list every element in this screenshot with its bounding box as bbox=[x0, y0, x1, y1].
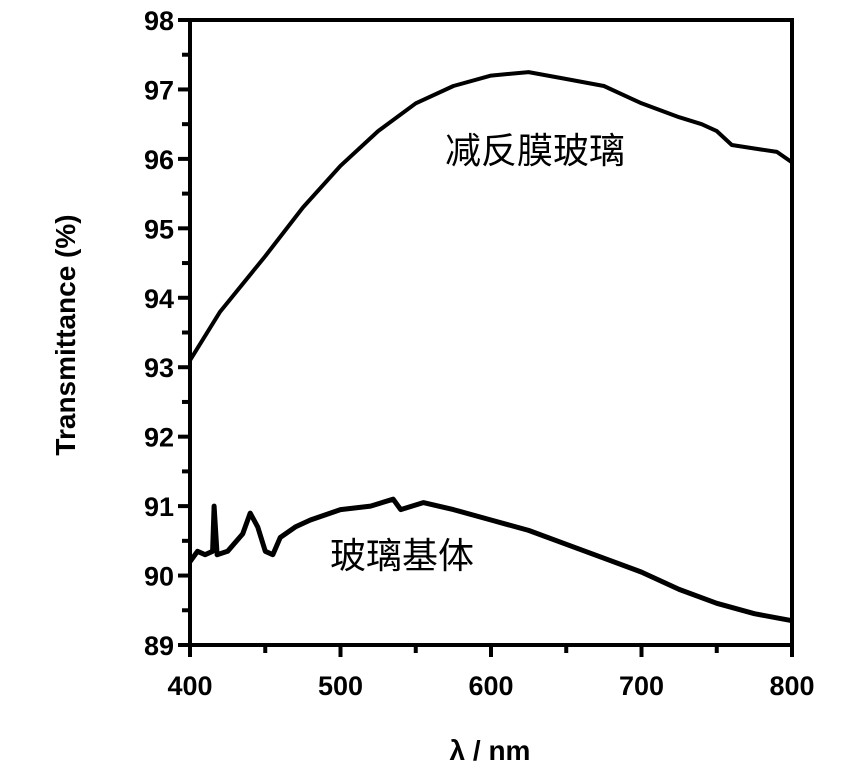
axes bbox=[188, 18, 794, 647]
y-tick-label: 92 bbox=[144, 423, 174, 453]
x-tick-label: 500 bbox=[318, 671, 363, 701]
y-tick-label: 98 bbox=[144, 6, 174, 36]
annotation-ar-coated-glass: 减反膜玻璃 bbox=[445, 131, 625, 172]
y-tick-label: 90 bbox=[144, 562, 174, 592]
y-axis-label: Transmittance (%) bbox=[50, 214, 81, 455]
series-group bbox=[187, 70, 794, 624]
annotation-glass-substrate: 玻璃基体 bbox=[330, 536, 474, 577]
x-tick-label: 800 bbox=[769, 671, 814, 701]
x-tick-label: 400 bbox=[167, 671, 212, 701]
y-tick-label: 93 bbox=[144, 353, 174, 383]
x-tick-label: 700 bbox=[619, 671, 664, 701]
y-tick-label: 94 bbox=[144, 284, 174, 314]
series-line-ar-coated-glass bbox=[188, 70, 794, 362]
y-tick-label: 97 bbox=[144, 75, 174, 105]
y-tick-label: 96 bbox=[144, 145, 174, 175]
y-tick-label: 95 bbox=[144, 214, 174, 244]
y-tick-label: 89 bbox=[144, 631, 174, 661]
ticks: 400 500 600 700 800 89 90 91 92 93 94 95 96 97 98 bbox=[144, 6, 815, 701]
x-tick-label: 600 bbox=[468, 671, 513, 701]
y-tick-label: 91 bbox=[144, 492, 174, 522]
x-axis-label: λ / nm bbox=[450, 735, 531, 766]
plot-frame bbox=[188, 18, 794, 647]
series-line-glass-substrate bbox=[187, 496, 793, 624]
